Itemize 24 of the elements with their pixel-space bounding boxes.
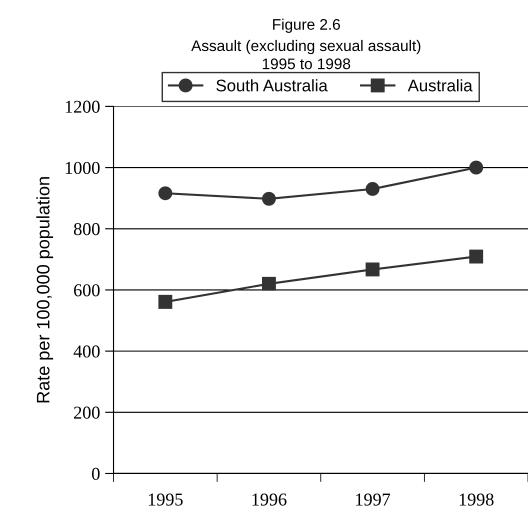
y-tick-label: 1000 [66, 162, 100, 174]
x-tick-label: 1995 [148, 493, 183, 506]
y-tick-label: 600 [74, 284, 100, 296]
x-tick-label: 1998 [460, 493, 494, 506]
chart-subtitle: Assault (excluding sexual assault) 1995 to 1998 [191, 40, 420, 70]
legend-label: Australia [408, 79, 473, 92]
legend-label: South Australia [216, 79, 328, 92]
point [262, 276, 276, 291]
point [158, 294, 172, 309]
point [366, 262, 380, 276]
chart-title: Figure 2.6 [273, 18, 340, 33]
y-tick-label: 1200 [66, 100, 100, 113]
point [262, 192, 276, 206]
y-axis-title: Rate per 100,000 population [36, 177, 54, 402]
point [366, 182, 380, 196]
y-tick-label: 0 [92, 468, 100, 480]
y-tick-label: 800 [74, 223, 100, 236]
point [469, 160, 484, 175]
point [469, 250, 484, 264]
point [158, 186, 172, 200]
y-tick-label: 200 [74, 406, 100, 419]
x-tick-label: 1996 [252, 493, 286, 506]
x-tick-label: 1997 [356, 493, 390, 506]
y-tick-label: 400 [74, 345, 100, 358]
